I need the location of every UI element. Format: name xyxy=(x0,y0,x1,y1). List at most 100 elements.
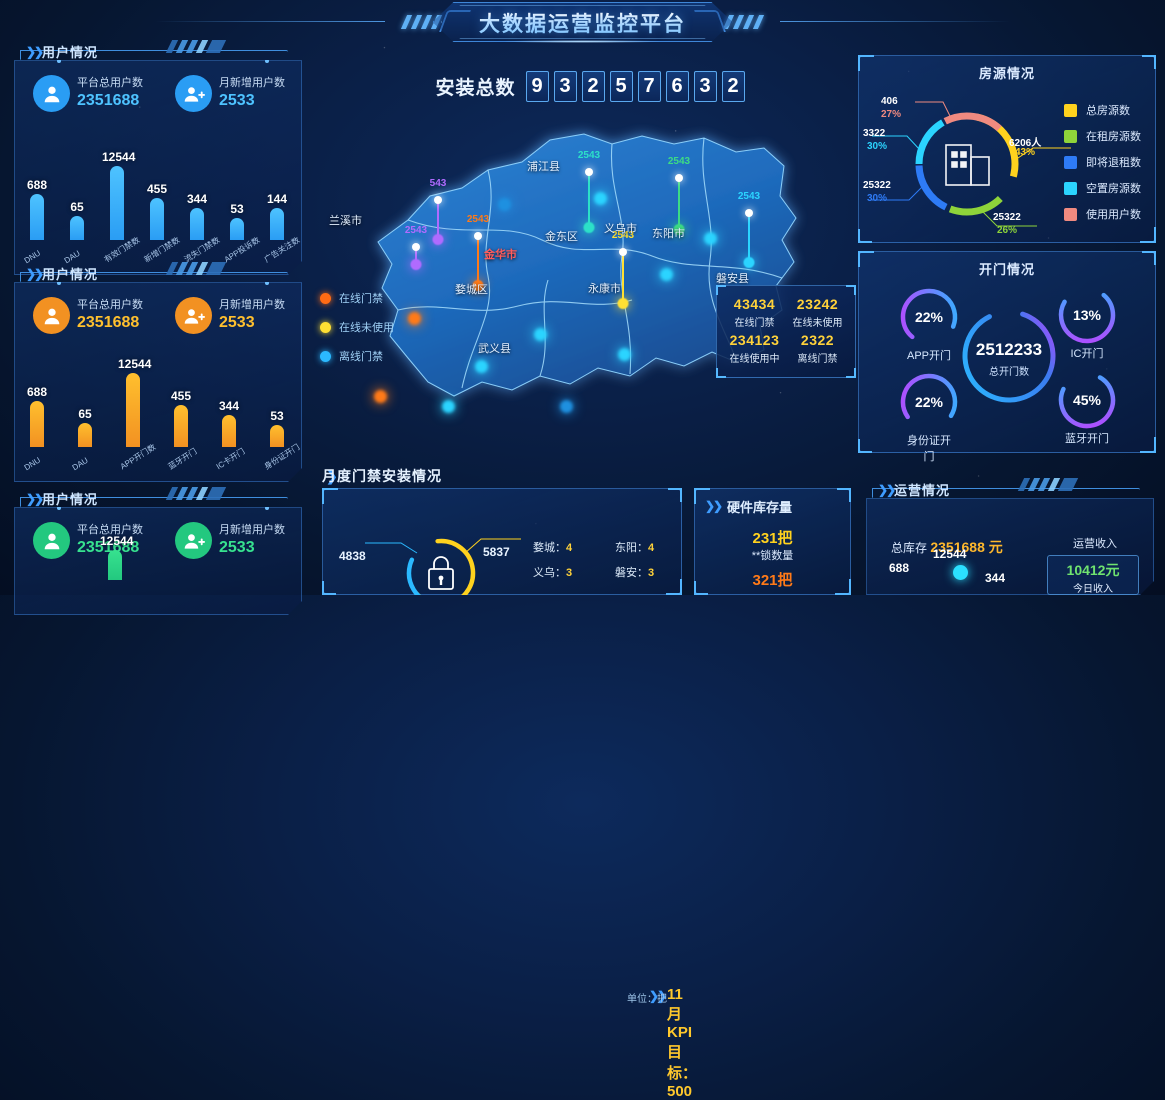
bar-value: 53 xyxy=(270,409,284,423)
map-pin-value: 2543 xyxy=(577,150,601,161)
user-icon xyxy=(33,522,70,559)
total-users-value: 2351688 xyxy=(77,91,140,109)
city-stat: 义乌：3 xyxy=(533,567,573,579)
ring-percent: 22% xyxy=(914,394,944,410)
city-stat: 婺城：4 xyxy=(533,542,573,554)
unit-label: 单位：把 xyxy=(627,994,667,1005)
total-users-stat: 平台总用户数 2351688 xyxy=(33,75,143,112)
ring-label: 身份证开门 xyxy=(907,435,951,463)
operation-bar-value: 688 xyxy=(889,561,910,575)
new-users-stat: 月新增用户数 2533 xyxy=(175,522,285,559)
legend-item: 总房源数 xyxy=(1064,102,1141,118)
map-pin-value: 2543 xyxy=(404,225,428,236)
total-users-label: 平台总用户数 xyxy=(77,524,143,537)
user-icon xyxy=(33,75,70,112)
bar-value: 344 xyxy=(186,192,208,206)
map-city-label: 永康市 xyxy=(588,283,621,295)
bar-item: 53 xyxy=(262,409,292,447)
housing-label-pct: 30% xyxy=(867,141,888,152)
bar-column xyxy=(30,401,44,447)
bar-column xyxy=(174,405,188,447)
legend-color-swatch xyxy=(320,292,331,304)
user-add-icon xyxy=(175,522,212,559)
housing-label-value: 6206人 xyxy=(1009,138,1042,149)
legend-label: 在线门禁 xyxy=(339,293,383,305)
ring-app: 22% APP开门 xyxy=(903,291,955,362)
kpi-target: 11月KPI目标：500 xyxy=(667,986,698,1100)
bar-label: DNU xyxy=(22,455,43,473)
city-value: 4 xyxy=(648,542,655,554)
bar-column xyxy=(222,415,236,447)
opening-rings xyxy=(900,286,1116,431)
bar-column xyxy=(126,373,140,447)
map-city-label: 金东区 xyxy=(545,231,578,243)
page-title: 大数据运营监控平台 xyxy=(433,8,733,38)
housing-panel: 房源情况 406 27% 3322 30% 25322 30% 253 xyxy=(858,55,1156,243)
install-digit: 2 xyxy=(581,70,605,102)
hardware-panel-title: 硬件库存量 xyxy=(727,500,793,515)
stat-value: 43434 xyxy=(733,296,776,312)
housing-label-value: 25322 xyxy=(863,180,891,191)
bar-value: 12544 xyxy=(118,357,152,371)
legend-label: 在线未使用 xyxy=(339,322,394,334)
operation-bar-value: 344 xyxy=(985,571,1006,585)
map-glow-dot xyxy=(374,390,387,403)
housing-label-value: 25322 xyxy=(993,212,1021,223)
stat-label: 离线门禁 xyxy=(797,353,838,365)
legend-item: 使用用户数 xyxy=(1064,206,1141,222)
user-panel-title: 用户情况 xyxy=(42,492,99,507)
bar-item: 65 xyxy=(62,200,92,240)
new-users-value: 2533 xyxy=(219,538,255,556)
user-add-icon xyxy=(175,297,212,334)
opening-panel: 开门情况 22% APP开门 13% IC开门 22% 身份证开门 45% 蓝牙… xyxy=(858,251,1156,463)
bar-column xyxy=(110,166,124,240)
user-panel-title: 用户情况 xyxy=(42,267,99,282)
monthly-section-title: 月度门禁安装情况 xyxy=(322,468,442,484)
legend-color-swatch xyxy=(1064,181,1077,195)
install-digit: 3 xyxy=(553,70,577,102)
install-digit: 6 xyxy=(665,70,689,102)
map-glow-dot xyxy=(704,232,717,245)
hardware-panel: ❯❯ 硬件库存量 231把 **锁数量 321把 xyxy=(694,488,851,595)
ring-percent: 45% xyxy=(1072,392,1102,408)
legend-item: 空置房源数 xyxy=(1064,180,1141,196)
map-pin-value: 2543 xyxy=(611,230,635,241)
bar-item: 12544 xyxy=(102,150,132,240)
total-users-value: 2351688 xyxy=(77,313,140,331)
ring-percent: 22% xyxy=(914,309,944,325)
region-map[interactable]: 543 2543 2543 2543 2543 2543 2543 浦江县 兰溪市… xyxy=(312,100,857,460)
housing-label-pct: 43% xyxy=(1015,147,1036,158)
bar-item: 53 xyxy=(222,202,252,240)
new-users-value: 2533 xyxy=(219,91,255,109)
bar-column xyxy=(230,218,244,240)
bar-column xyxy=(270,425,284,447)
monthly-panel: ❯❯ 11月KPI目标：500 单位：把 4838 5837 婺城：4 东阳：4… xyxy=(322,488,697,1100)
bar-value: 65 xyxy=(78,407,92,421)
housing-label-pct: 27% xyxy=(881,109,902,120)
stat-cell: 2322 离线门禁 xyxy=(786,332,849,368)
bar-column xyxy=(108,550,122,580)
city-name: 东阳 xyxy=(615,542,637,554)
chevron-right-icon: ❯ xyxy=(326,468,338,484)
install-digit: 3 xyxy=(693,70,717,102)
bar-item: 65 xyxy=(70,407,100,447)
stat-label: 在线未使用 xyxy=(792,318,843,329)
income-title: 运营收入 xyxy=(1073,538,1117,550)
operation-bar-value: 12544 xyxy=(933,547,967,561)
total-users-value: 2351688 xyxy=(77,538,140,556)
income-card[interactable]: 10412元 今日收入 xyxy=(1047,555,1139,595)
map-glow-dot xyxy=(534,328,547,341)
bar-value: 688 xyxy=(26,385,48,399)
legend-label: 总房源数 xyxy=(1086,105,1130,117)
legend-item: 即将退租数 xyxy=(1064,154,1141,170)
opening-center-label: 总开门数 xyxy=(989,367,1029,378)
total-users-stat: 平台总用户数 2351688 xyxy=(33,522,143,559)
title-glow xyxy=(502,40,663,43)
hardware-value: 321把 xyxy=(752,572,793,589)
map-glow-dot xyxy=(560,400,573,413)
map-city-label: 金华市 xyxy=(484,249,517,261)
map-glow-dot xyxy=(594,192,607,205)
opening-center-value: 2512233 xyxy=(975,340,1043,359)
stat-label: 在线门禁 xyxy=(734,318,775,329)
